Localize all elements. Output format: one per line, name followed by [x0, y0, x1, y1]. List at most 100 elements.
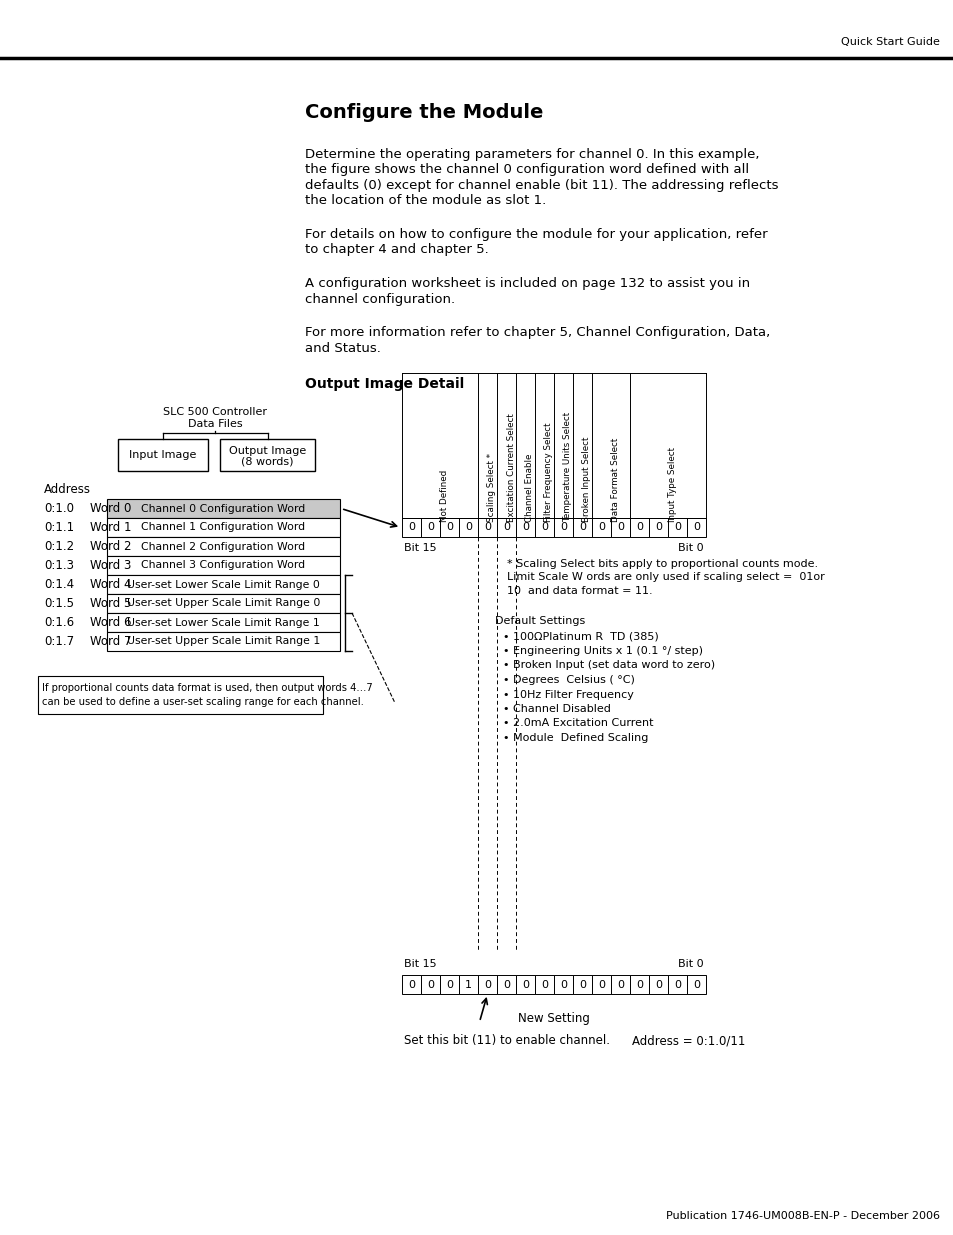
Bar — [667, 974, 686, 994]
Text: For more information refer to chapter 5, Channel Configuration, Data,: For more information refer to chapter 5,… — [305, 326, 769, 338]
Text: For details on how to configure the module for your application, refer: For details on how to configure the modu… — [305, 228, 767, 241]
Text: • Engineering Units x 1 (0.1 °/ step): • Engineering Units x 1 (0.1 °/ step) — [502, 646, 702, 656]
Text: Channel 1 Configuration Word: Channel 1 Configuration Word — [141, 522, 305, 532]
Text: 0: 0 — [408, 522, 415, 532]
Text: Word 1: Word 1 — [90, 521, 132, 534]
Bar — [458, 517, 477, 537]
Bar — [610, 974, 629, 994]
Text: Bit 15: Bit 15 — [403, 960, 436, 969]
Text: 0: 0 — [540, 522, 547, 532]
Text: 0: 0 — [502, 522, 510, 532]
Text: 0: 0 — [559, 522, 566, 532]
Text: Limit Scale W ords are only used if scaling select =  01or: Limit Scale W ords are only used if scal… — [506, 573, 824, 583]
Text: Publication 1746-UM008B-EN-P - December 2006: Publication 1746-UM008B-EN-P - December … — [665, 1212, 939, 1221]
Bar — [420, 517, 439, 537]
Text: Filter Frequency Select: Filter Frequency Select — [544, 422, 553, 522]
Text: • Module  Defined Scaling: • Module Defined Scaling — [502, 734, 648, 743]
Text: Bit 15: Bit 15 — [403, 543, 436, 553]
Text: 0: 0 — [692, 522, 700, 532]
Text: A configuration worksheet is included on page 132 to assist you in: A configuration worksheet is included on… — [305, 277, 749, 290]
Text: 0:1.5: 0:1.5 — [44, 597, 74, 610]
Text: User-set Upper Scale Limit Range 0: User-set Upper Scale Limit Range 0 — [127, 599, 320, 609]
Bar — [458, 974, 477, 994]
Bar — [516, 517, 535, 537]
Text: Temperature Units Select: Temperature Units Select — [563, 412, 572, 522]
Text: 0: 0 — [636, 979, 642, 989]
Text: 0: 0 — [483, 979, 491, 989]
Bar — [477, 974, 497, 994]
Text: 0: 0 — [559, 979, 566, 989]
Text: 0: 0 — [464, 522, 472, 532]
Text: Word 2: Word 2 — [90, 540, 132, 553]
Text: the figure shows the channel 0 configuration word defined with all: the figure shows the channel 0 configura… — [305, 163, 748, 177]
Text: 29: 29 — [939, 36, 953, 48]
Bar — [497, 517, 516, 537]
Text: 0:1.6: 0:1.6 — [44, 616, 74, 629]
Text: If proportional counts data format is used, then output words 4…7: If proportional counts data format is us… — [42, 683, 373, 693]
Text: Excitation Current Select: Excitation Current Select — [506, 414, 515, 522]
Text: * Scaling Select bits apply to proportional counts mode.: * Scaling Select bits apply to proportio… — [506, 559, 818, 569]
Text: 0: 0 — [502, 979, 510, 989]
Text: (8 words): (8 words) — [241, 456, 294, 466]
Text: Set this bit (11) to enable channel.: Set this bit (11) to enable channel. — [403, 1034, 609, 1047]
Bar — [648, 974, 667, 994]
Text: the location of the module as slot 1.: the location of the module as slot 1. — [305, 194, 546, 207]
Text: 0: 0 — [617, 979, 623, 989]
Text: • Broken Input (set data word to zero): • Broken Input (set data word to zero) — [502, 661, 715, 671]
Text: to chapter 4 and chapter 5.: to chapter 4 and chapter 5. — [305, 243, 488, 257]
Text: 0: 0 — [521, 522, 529, 532]
Text: Address: Address — [44, 483, 91, 496]
Bar — [573, 974, 592, 994]
Bar — [554, 974, 573, 994]
Bar — [439, 517, 458, 537]
Bar — [592, 974, 610, 994]
Bar — [107, 499, 339, 517]
Text: 0: 0 — [655, 979, 661, 989]
Text: 0:1.7: 0:1.7 — [44, 635, 74, 648]
Text: • Channel Disabled: • Channel Disabled — [502, 704, 610, 714]
Bar — [629, 517, 648, 537]
Text: 0: 0 — [427, 979, 434, 989]
Bar — [420, 974, 439, 994]
Bar — [107, 576, 339, 594]
Text: defaults (0) except for channel enable (bit 11). The addressing reflects: defaults (0) except for channel enable (… — [305, 179, 778, 191]
Text: 0:1.1: 0:1.1 — [44, 521, 74, 534]
Text: 0: 0 — [636, 522, 642, 532]
Text: Channel 2 Configuration Word: Channel 2 Configuration Word — [141, 541, 305, 552]
Text: 0: 0 — [673, 522, 680, 532]
Bar — [686, 974, 705, 994]
Text: channel configuration.: channel configuration. — [305, 293, 455, 305]
Text: Channel 3 Configuration Word: Channel 3 Configuration Word — [141, 561, 305, 571]
Text: and Status.: and Status. — [305, 342, 380, 354]
Bar — [477, 517, 497, 537]
Bar — [107, 632, 339, 651]
Bar — [516, 974, 535, 994]
Text: 0: 0 — [408, 979, 415, 989]
Text: 1: 1 — [464, 979, 472, 989]
Bar — [38, 676, 323, 714]
Bar — [573, 517, 592, 537]
Text: SLC 500 Controller: SLC 500 Controller — [163, 408, 267, 417]
Bar — [107, 613, 339, 632]
Text: Quick Start Guide: Quick Start Guide — [841, 37, 939, 47]
Text: User-set Lower Scale Limit Range 0: User-set Lower Scale Limit Range 0 — [127, 579, 319, 589]
Text: Output Image Detail: Output Image Detail — [305, 377, 464, 391]
Text: Default Settings: Default Settings — [495, 615, 584, 625]
Text: • 100ΩPlatinum R  TD (385): • 100ΩPlatinum R TD (385) — [502, 631, 659, 641]
Text: 0: 0 — [655, 522, 661, 532]
Text: Channel 0 Configuration Word: Channel 0 Configuration Word — [141, 504, 305, 514]
Text: User-set Lower Scale Limit Range 1: User-set Lower Scale Limit Range 1 — [127, 618, 319, 627]
Bar — [610, 517, 629, 537]
Text: 0: 0 — [446, 522, 453, 532]
Bar — [220, 438, 314, 471]
Bar — [667, 517, 686, 537]
Text: 0: 0 — [427, 522, 434, 532]
Text: 0: 0 — [446, 979, 453, 989]
Text: Data Files: Data Files — [188, 419, 242, 429]
Text: 0:1.3: 0:1.3 — [44, 559, 74, 572]
Text: Bit 0: Bit 0 — [678, 960, 703, 969]
Bar — [686, 517, 705, 537]
Bar — [439, 974, 458, 994]
Text: Word 3: Word 3 — [90, 559, 132, 572]
Text: User-set Upper Scale Limit Range 1: User-set Upper Scale Limit Range 1 — [127, 636, 320, 646]
